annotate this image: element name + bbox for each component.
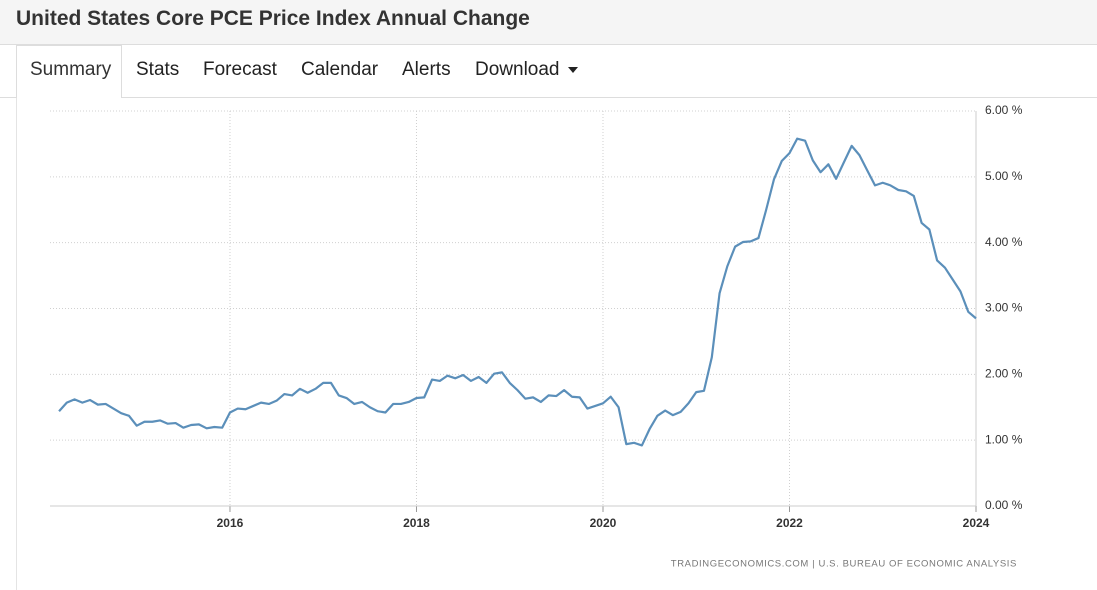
tab[interactable]: Download [475, 59, 560, 80]
y-tick-label: 4.00 % [985, 235, 1023, 249]
tab[interactable]: Calendar [301, 59, 379, 80]
chart-panel [16, 98, 1097, 590]
y-tick-label: 5.00 % [985, 169, 1023, 183]
x-tick-label: 2016 [217, 516, 244, 530]
y-tick-label: 1.00 % [985, 432, 1023, 446]
tab-bar: Summary Stats Forecast Calendar Alerts D… [0, 45, 1097, 98]
y-tick-label: 0.00 % [985, 498, 1023, 512]
y-tick-label: 6.00 % [985, 103, 1023, 117]
tab[interactable]: Stats [136, 59, 180, 80]
data-line [58, 137, 977, 447]
page-title: United States Core PCE Price Index Annua… [16, 7, 530, 30]
x-tick-label: 2022 [776, 516, 803, 530]
selected-tab-background [16, 45, 122, 98]
x-tick-label: 2024 [963, 516, 990, 530]
tab[interactable]: Alerts [402, 59, 451, 80]
x-tick-label: 2018 [403, 516, 430, 530]
x-tick-label: 2020 [590, 516, 617, 530]
y-tick-label: 3.00 % [985, 301, 1023, 315]
tab[interactable]: Summary [30, 59, 112, 80]
header: United States Core PCE Price Index Annua… [0, 0, 1097, 45]
source-note: TRADINGECONOMICS.COM | U.S. BUREAU OF EC… [671, 559, 1017, 570]
tab[interactable]: Forecast [203, 59, 277, 80]
y-tick-label: 2.00 % [985, 367, 1023, 381]
